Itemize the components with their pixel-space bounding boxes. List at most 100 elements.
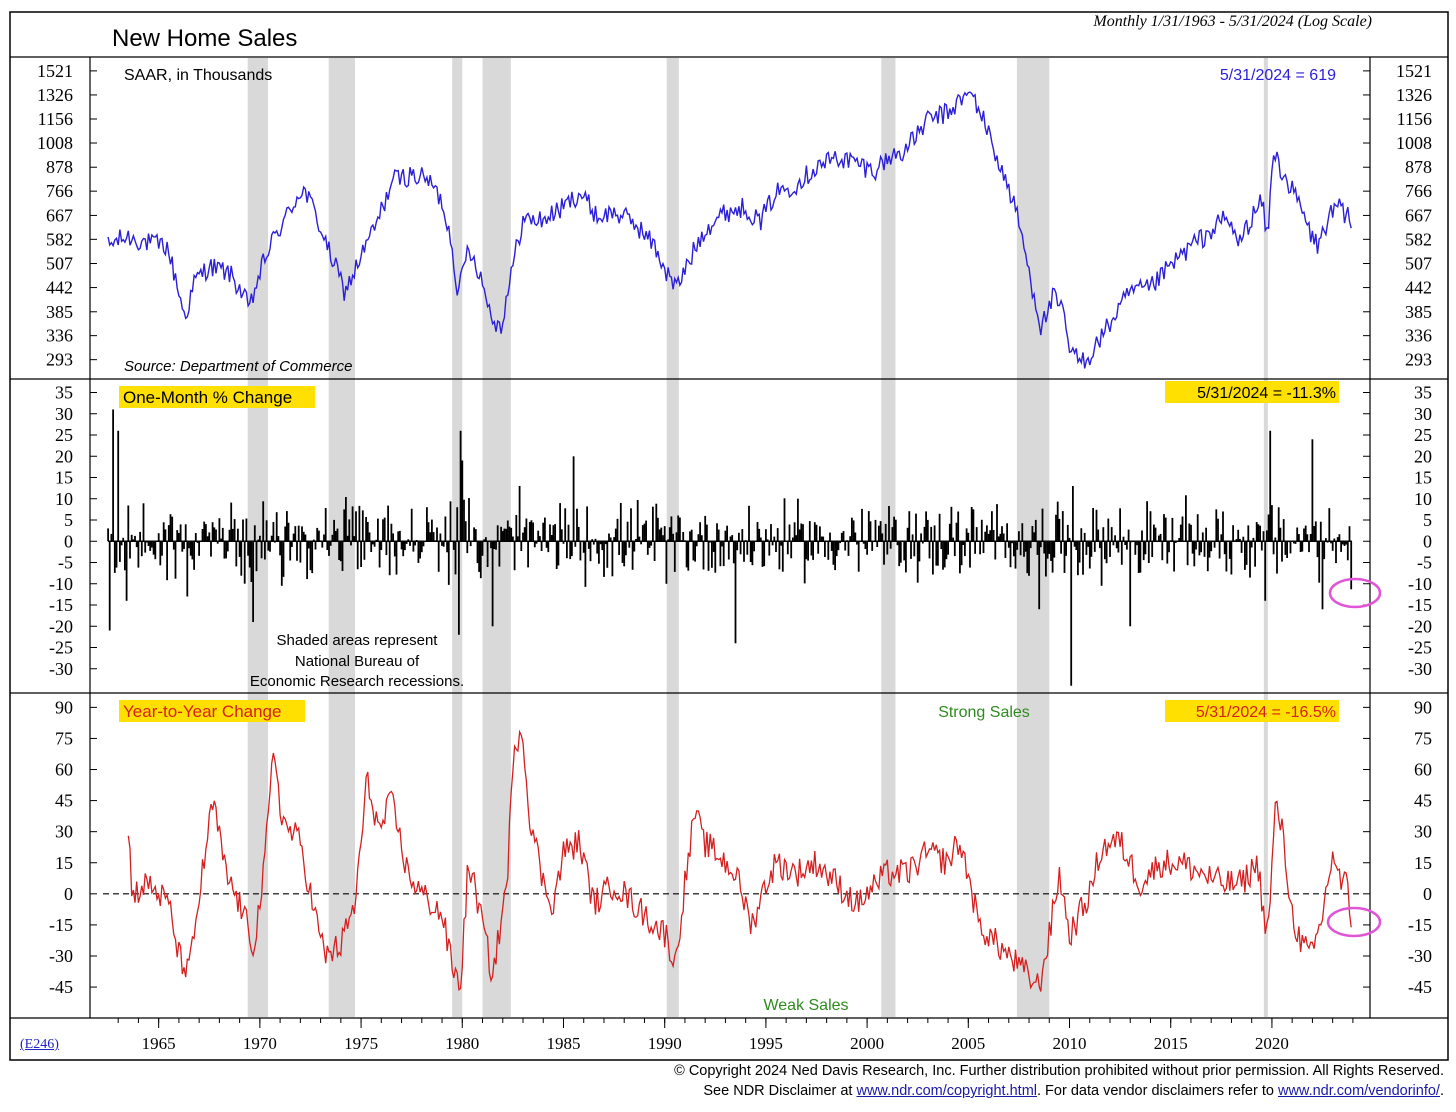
y-tick-label-left: 75: [55, 728, 73, 748]
y-tick-label-right: 15: [1414, 853, 1432, 873]
yoy-line: [127, 729, 1352, 992]
y-tick-label-left: 336: [46, 326, 73, 346]
y-tick-label-right: 1521: [1396, 61, 1432, 81]
y-tick-label-right: -25: [1408, 638, 1432, 658]
y-tick-label-right: -20: [1408, 616, 1432, 636]
y-tick-label-left: 293: [46, 350, 73, 370]
sales-subtitle: SAAR, in Thousands: [124, 67, 272, 84]
y-tick-label-left: 60: [55, 760, 73, 780]
chart-code-link[interactable]: (E246): [20, 1037, 59, 1052]
y-tick-label-left: 5: [64, 510, 73, 530]
strong-sales-label: Strong Sales: [938, 704, 1030, 721]
y-tick-label-right: 667: [1405, 205, 1432, 225]
y-tick-label-left: -25: [49, 638, 73, 658]
chart-frame: [9, 11, 1449, 1061]
mom-latest-label: 5/31/2024 = -11.3%: [1197, 385, 1336, 402]
y-tick-label-right: -30: [1408, 946, 1432, 966]
x-tick-label: 1985: [546, 1034, 580, 1053]
y-tick-label-right: 442: [1405, 278, 1432, 298]
series: [107, 91, 1353, 992]
chart-title: New Home Sales: [112, 25, 297, 52]
y-tick-label-left: 878: [46, 157, 73, 177]
y-tick-label-left: -10: [49, 574, 73, 594]
recession-note-line3: Economic Research recessions.: [250, 673, 464, 690]
vendorinfo-link[interactable]: www.ndr.com/vendorinfo/: [1277, 1083, 1440, 1099]
axes: 1521 1521 1326 1326 1156 1156 1008 1008 878 878 76…: [37, 61, 1432, 1053]
x-tick-label: 1965: [142, 1034, 176, 1053]
y-tick-label-left: 582: [46, 229, 73, 249]
y-tick-label-right: 582: [1405, 229, 1432, 249]
y-tick-label-right: 878: [1405, 157, 1432, 177]
mom-title-highlight: [119, 386, 315, 408]
y-tick-label-right: 15: [1414, 468, 1432, 488]
x-tick-label: 1990: [648, 1034, 682, 1053]
y-tick-label-right: 1008: [1396, 133, 1432, 153]
y-tick-label-right: 0: [1423, 531, 1432, 551]
recession-note-line2: National Bureau of: [295, 653, 420, 670]
sales-latest-label: 5/31/2024 = 619: [1220, 67, 1336, 84]
y-tick-label-left: 1326: [37, 85, 73, 105]
y-tick-label-left: 766: [46, 181, 73, 201]
y-tick-label-left: 25: [55, 425, 73, 445]
y-tick-label-left: -30: [49, 946, 73, 966]
y-tick-label-right: 90: [1414, 697, 1432, 717]
recession-band: [247, 58, 268, 1017]
y-tick-label-right: 385: [1405, 302, 1432, 322]
yoy-latest-circle: [1326, 906, 1382, 938]
disclaimer-line: See NDR Disclaimer at www.ndr.com/copyri…: [703, 1083, 1444, 1099]
y-tick-label-left: 667: [46, 205, 73, 225]
y-tick-label-left: -15: [49, 595, 73, 615]
sales-line: [107, 91, 1352, 369]
mom-latest-circle: [1328, 577, 1382, 609]
y-tick-label-left: 35: [55, 383, 73, 403]
y-tick-label-left: 15: [55, 853, 73, 873]
disclaimer-prefix: See NDR Disclaimer at: [703, 1083, 857, 1099]
y-tick-label-right: -5: [1417, 553, 1432, 573]
y-tick-label-right: 30: [1414, 404, 1432, 424]
y-tick-label-left: 385: [46, 302, 73, 322]
copyright-line: © Copyright 2024 Ned Davis Research, Inc…: [674, 1063, 1444, 1079]
date-range: Monthly 1/31/1963 - 5/31/2024 (Log Scale…: [1092, 13, 1372, 30]
x-tick-label: 1970: [243, 1034, 277, 1053]
y-tick-label-left: -20: [49, 616, 73, 636]
y-tick-label-right: 35: [1414, 383, 1432, 403]
recession-note-line1: Shaded areas represent: [277, 632, 439, 649]
y-tick-label-right: 75: [1414, 728, 1432, 748]
y-tick-label-left: -5: [58, 553, 73, 573]
y-tick-label-right: 0: [1423, 884, 1432, 904]
y-tick-label-right: -10: [1408, 574, 1432, 594]
y-tick-label-right: 30: [1414, 822, 1432, 842]
y-tick-label-left: 0: [64, 884, 73, 904]
y-tick-label-left: 1156: [38, 109, 73, 129]
y-tick-label-left: -45: [49, 977, 73, 997]
y-tick-label-left: 20: [55, 446, 73, 466]
x-tick-label: 2000: [850, 1034, 884, 1053]
y-tick-label-right: 10: [1414, 489, 1432, 509]
y-tick-label-left: 30: [55, 404, 73, 424]
y-tick-label-right: 293: [1405, 350, 1432, 370]
y-tick-label-left: 45: [55, 791, 73, 811]
copyright-link[interactable]: www.ndr.com/copyright.html: [856, 1083, 1037, 1099]
disclaimer-suffix: .: [1439, 1083, 1444, 1099]
y-tick-label-right: 336: [1405, 326, 1432, 346]
recession-band: [1263, 58, 1268, 1017]
y-tick-label-left: 90: [55, 697, 73, 717]
y-tick-label-left: -15: [49, 915, 73, 935]
x-tick-label: 1995: [749, 1034, 783, 1053]
y-tick-label-left: 10: [55, 489, 73, 509]
y-tick-label-right: 25: [1414, 425, 1432, 445]
y-tick-label-left: 1521: [37, 61, 73, 81]
y-tick-label-right: 5: [1423, 510, 1432, 530]
yoy-title: Year-to-Year Change: [123, 702, 281, 721]
x-tick-label: 1980: [445, 1034, 479, 1053]
x-tick-label: 1975: [344, 1034, 378, 1053]
x-tick-label: 2015: [1154, 1034, 1188, 1053]
y-tick-label-right: 60: [1414, 760, 1432, 780]
y-tick-label-left: 30: [55, 822, 73, 842]
y-tick-label-right: 766: [1405, 181, 1432, 201]
y-tick-label-left: -30: [49, 659, 73, 679]
y-tick-label-right: -15: [1408, 915, 1432, 935]
yoy-latest-highlight: [1165, 700, 1339, 722]
mom-title: One-Month % Change: [123, 388, 292, 407]
